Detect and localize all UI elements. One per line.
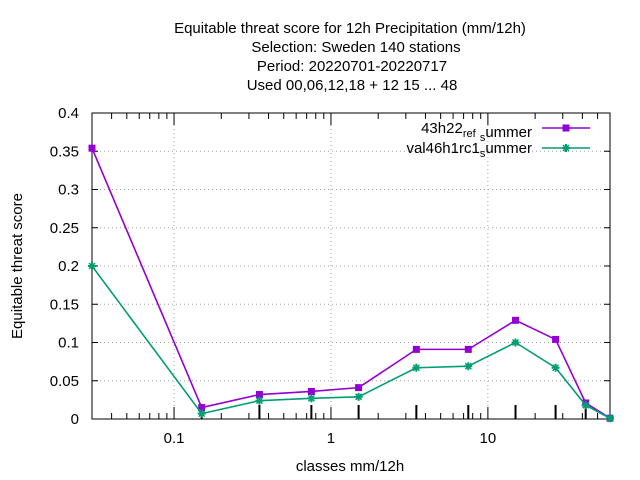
y-tick-label: 0.35 xyxy=(50,143,79,160)
series-1-point xyxy=(412,345,420,353)
marker-core xyxy=(199,411,204,416)
series-2-point xyxy=(307,394,316,403)
chart-title: Equitable threat score for 12h Precipita… xyxy=(174,20,526,94)
x-axis-label: classes mm/12h xyxy=(296,458,404,475)
series-1-point xyxy=(512,316,520,324)
series-1-point xyxy=(464,345,472,353)
legend-label-part: val46h1rc1 xyxy=(406,140,479,157)
marker-core xyxy=(563,145,569,151)
series-2-point xyxy=(354,392,363,401)
legend-label-part: s xyxy=(480,132,486,144)
series-layer xyxy=(88,144,614,423)
y-tick-label: 0.15 xyxy=(50,296,79,313)
y-tick-label: 0.25 xyxy=(50,220,79,237)
y-tick-label: 0.4 xyxy=(58,105,79,122)
legend-entry-2-marker xyxy=(562,144,570,152)
series-1-point xyxy=(88,144,96,152)
series-1-line xyxy=(91,147,611,419)
marker-core xyxy=(583,403,588,408)
y-tick-label: 0.1 xyxy=(58,335,79,352)
y-tick-label: 0.05 xyxy=(50,373,79,390)
legend-label-part: ummer xyxy=(485,124,532,141)
legend-entry-2-label: val46h1rc1summer xyxy=(406,140,532,160)
y-tick-label: 0 xyxy=(71,411,79,428)
marker-core xyxy=(466,364,471,369)
marker-core xyxy=(414,365,419,370)
series-1-point xyxy=(307,387,315,395)
title-line-1: Equitable threat score for 12h Precipita… xyxy=(174,20,526,37)
marker-core xyxy=(89,263,95,269)
series-2-point xyxy=(606,414,614,423)
x-tick-label: 1 xyxy=(327,430,335,447)
series-2-point xyxy=(412,363,421,372)
legend-label-part: 43h22 xyxy=(421,120,463,137)
series-1-point xyxy=(355,384,363,392)
legend-label-part: ummer xyxy=(485,140,532,157)
marker-core xyxy=(257,398,262,403)
legend-label-part: ref xyxy=(463,128,477,140)
y-tick-label: 0.3 xyxy=(58,182,79,199)
series-2-point xyxy=(511,338,520,347)
title-line-2: Selection: Sweden 140 stations xyxy=(251,39,460,56)
series-1-point xyxy=(552,335,560,343)
title-line-4: Used 00,06,12,18 + 12 15 ... 48 xyxy=(247,77,458,94)
legend-entry-1-marker xyxy=(562,124,570,132)
marker-core xyxy=(356,394,361,400)
y-axis-label: Equitable threat score xyxy=(9,193,26,339)
marker-core xyxy=(553,365,558,370)
legend-entry-1-label: 43h22ref summer xyxy=(421,120,532,144)
series-1-point xyxy=(198,404,206,412)
x-tick-label: 10 xyxy=(480,430,497,447)
series-1-point xyxy=(255,391,263,399)
series-2-point xyxy=(88,262,96,270)
series-2-point xyxy=(464,362,473,371)
series-2-point xyxy=(551,363,560,372)
series-2-point xyxy=(581,401,590,410)
axes: 0 0.05 0.1 0.15 0.2 0.25 0.3 0.35 0.4 0.1 1 10 xyxy=(50,105,611,447)
marker-core xyxy=(607,416,613,421)
y-tick-label: 0.2 xyxy=(58,258,79,275)
marker-core xyxy=(309,396,314,401)
series-2-point xyxy=(255,396,264,405)
grid xyxy=(92,113,610,419)
x-tick-label: 0.1 xyxy=(164,430,185,447)
marker-core xyxy=(513,340,518,345)
series-2-point xyxy=(197,409,206,418)
title-line-3: Period: 20220701-20220717 xyxy=(257,58,447,75)
legend-label-part: s xyxy=(480,148,486,160)
